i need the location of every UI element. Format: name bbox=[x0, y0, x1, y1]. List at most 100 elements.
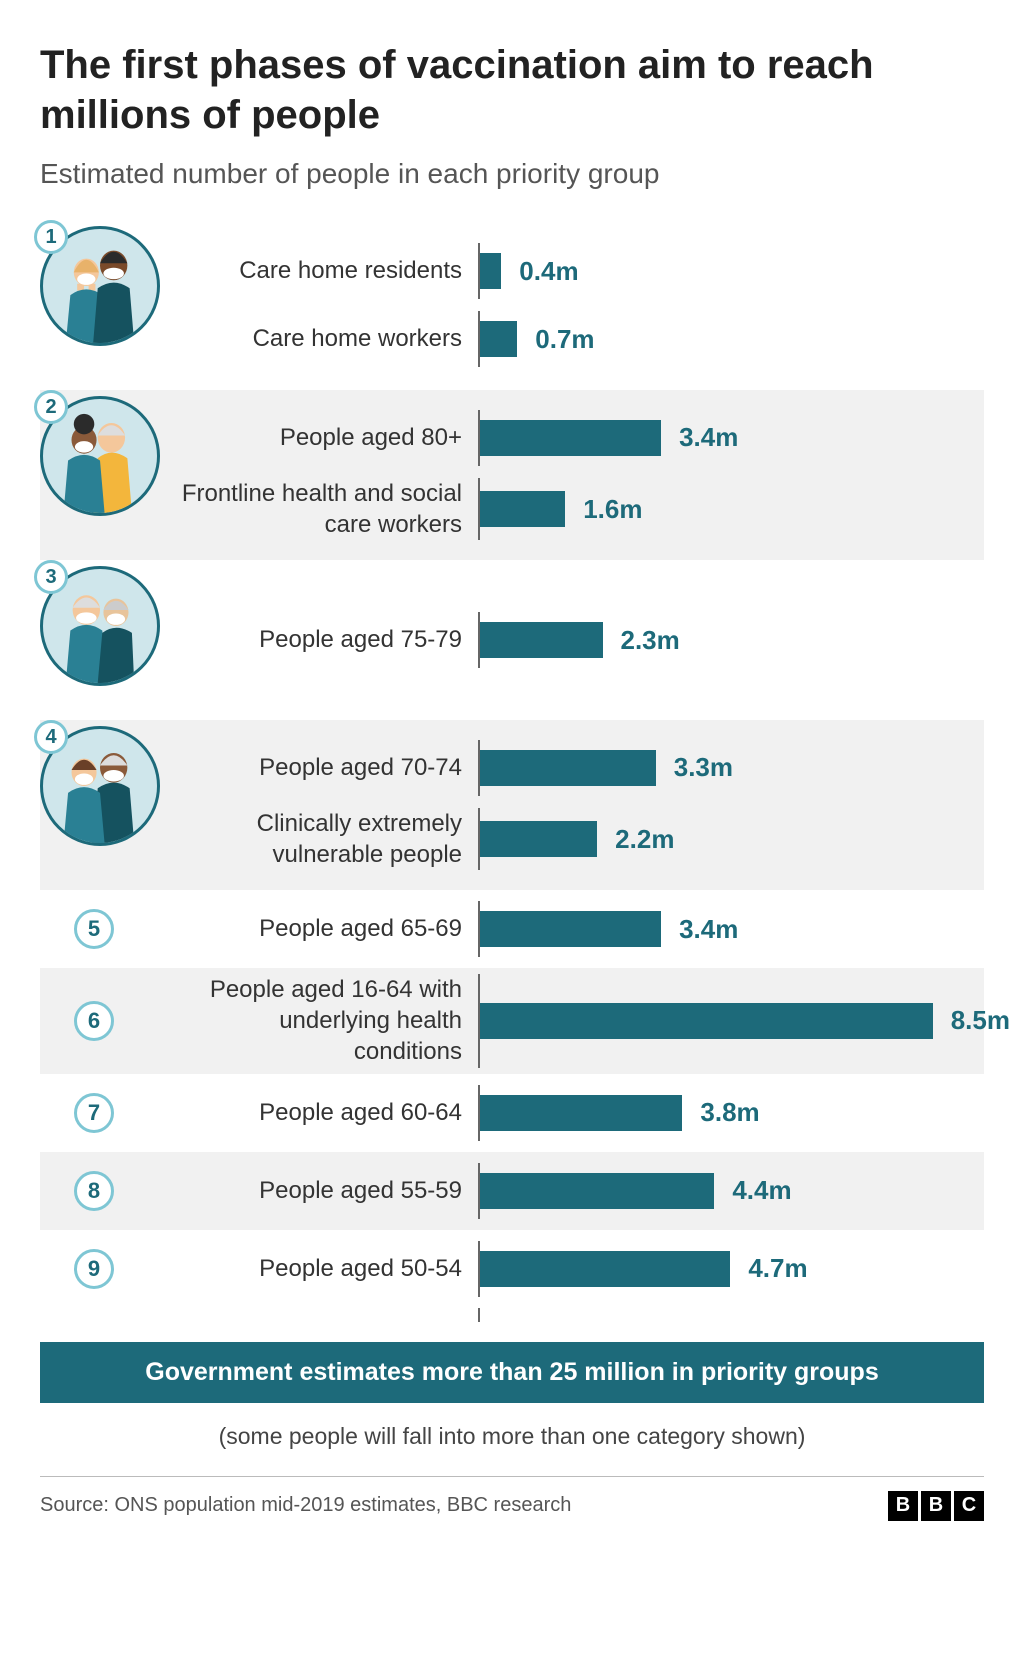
row-label: Clinically extremely vulnerable people bbox=[172, 808, 478, 870]
group-badge-col: 1 bbox=[40, 220, 172, 390]
bar-value: 2.3m bbox=[621, 625, 680, 656]
bar bbox=[480, 1251, 730, 1287]
bar bbox=[480, 253, 501, 289]
row-label: People aged 75-79 bbox=[172, 624, 478, 655]
bar bbox=[480, 622, 603, 658]
group-number-badge: 5 bbox=[74, 909, 114, 949]
group-badge-col: 8 bbox=[40, 1152, 172, 1230]
group-number-badge: 8 bbox=[74, 1171, 114, 1211]
bar bbox=[480, 821, 597, 857]
bar bbox=[480, 1173, 714, 1209]
logo-letter: B bbox=[888, 1491, 918, 1521]
row-label: People aged 65-69 bbox=[172, 913, 478, 944]
data-row: People aged 55-59 4.4m bbox=[172, 1157, 984, 1225]
group-illustration: 2 bbox=[40, 396, 160, 516]
row-label: People aged 80+ bbox=[172, 422, 478, 453]
data-row: People aged 60-64 3.8m bbox=[172, 1079, 984, 1147]
group-rows: People aged 65-69 3.4m bbox=[172, 890, 984, 968]
priority-group-3: 3 People aged 75-79 2.3m bbox=[40, 560, 984, 720]
footer: Source: ONS population mid-2019 estimate… bbox=[40, 1476, 984, 1521]
priority-group-chart: 1Care home residents0.4mCare home worker… bbox=[40, 220, 984, 1308]
chart-title: The first phases of vaccination aim to r… bbox=[40, 40, 984, 140]
row-label: Care home workers bbox=[172, 323, 478, 354]
group-illustration: 3 bbox=[40, 566, 160, 686]
bar-area: 3.4m bbox=[478, 410, 984, 466]
summary-banner: Government estimates more than 25 millio… bbox=[40, 1342, 984, 1403]
bar-value: 3.4m bbox=[679, 914, 738, 945]
bar-area: 4.7m bbox=[478, 1241, 984, 1297]
bar bbox=[480, 750, 656, 786]
logo-letter: B bbox=[921, 1491, 951, 1521]
row-label: People aged 60-64 bbox=[172, 1097, 478, 1128]
bar-area: 3.4m bbox=[478, 901, 984, 957]
bar-area: 8.5m bbox=[478, 974, 1010, 1068]
row-label: People aged 70-74 bbox=[172, 752, 478, 783]
bar-area: 3.8m bbox=[478, 1085, 984, 1141]
bar-value: 1.6m bbox=[583, 494, 642, 525]
group-number-badge: 2 bbox=[34, 390, 68, 424]
row-label: People aged 16-64 with underlying health… bbox=[172, 974, 478, 1068]
row-label: People aged 50-54 bbox=[172, 1253, 478, 1284]
group-illustration: 1 bbox=[40, 226, 160, 346]
row-label: People aged 55-59 bbox=[172, 1175, 478, 1206]
bar-area: 0.7m bbox=[478, 311, 984, 367]
data-row: Clinically extremely vulnerable people2.… bbox=[172, 802, 984, 876]
group-rows: People aged 70-74 3.3m Clinically extremel… bbox=[172, 720, 984, 890]
data-row: Care home residents0.4m bbox=[172, 237, 984, 305]
data-row: Care home workers 0.7m bbox=[172, 305, 984, 373]
priority-group-1: 1Care home residents0.4mCare home worker… bbox=[40, 220, 984, 390]
data-row: Frontline health and social care workers… bbox=[172, 472, 984, 546]
bar-value: 0.7m bbox=[535, 324, 594, 355]
group-badge-col: 3 bbox=[40, 560, 172, 720]
group-rows: People aged 50-54 4.7m bbox=[172, 1230, 984, 1308]
group-badge-col: 7 bbox=[40, 1074, 172, 1152]
bar-area: 4.4m bbox=[478, 1163, 984, 1219]
logo-letter: C bbox=[954, 1491, 984, 1521]
bar-value: 3.3m bbox=[674, 752, 733, 783]
group-badge-col: 9 bbox=[40, 1230, 172, 1308]
bar-value: 4.7m bbox=[748, 1253, 807, 1284]
source-text: Source: ONS population mid-2019 estimate… bbox=[40, 1494, 571, 1517]
data-row: People aged 16-64 with underlying health… bbox=[172, 968, 1010, 1074]
bar-area: 3.3m bbox=[478, 740, 984, 796]
priority-group-4: 4 People aged 70-74 3.3m Clinically extreme… bbox=[40, 720, 984, 890]
group-rows: People aged 80+ 3.4m Frontline health and … bbox=[172, 390, 984, 560]
bar bbox=[480, 1095, 682, 1131]
priority-group-8: 8 People aged 55-59 4.4m bbox=[40, 1152, 984, 1230]
group-number-badge: 7 bbox=[74, 1093, 114, 1133]
group-number-badge: 6 bbox=[74, 1001, 114, 1041]
group-badge-col: 6 bbox=[40, 968, 172, 1074]
axis-tail bbox=[478, 1308, 984, 1322]
bar bbox=[480, 1003, 933, 1039]
group-number-badge: 1 bbox=[34, 220, 68, 254]
bar-area: 2.2m bbox=[478, 808, 984, 870]
row-label: Frontline health and social care workers bbox=[172, 478, 478, 540]
bar-area: 2.3m bbox=[478, 612, 984, 668]
priority-group-7: 7 People aged 60-64 3.8m bbox=[40, 1074, 984, 1152]
data-row: People aged 50-54 4.7m bbox=[172, 1235, 984, 1303]
bar-area: 1.6m bbox=[478, 478, 984, 540]
bar-value: 8.5m bbox=[951, 1005, 1010, 1036]
bar-value: 3.8m bbox=[700, 1097, 759, 1128]
group-number-badge: 3 bbox=[34, 560, 68, 594]
bar bbox=[480, 491, 565, 527]
data-row: People aged 80+ 3.4m bbox=[172, 404, 984, 472]
chart-subtitle: Estimated number of people in each prior… bbox=[40, 158, 984, 190]
bar-value: 4.4m bbox=[732, 1175, 791, 1206]
data-row: People aged 65-69 3.4m bbox=[172, 895, 984, 963]
bar bbox=[480, 321, 517, 357]
bar-area: 0.4m bbox=[478, 243, 984, 299]
bar-value: 3.4m bbox=[679, 422, 738, 453]
priority-group-6: 6 People aged 16-64 with underlying healt… bbox=[40, 968, 984, 1074]
group-number-badge: 9 bbox=[74, 1249, 114, 1289]
group-rows: People aged 75-79 2.3m bbox=[172, 560, 984, 720]
group-rows: People aged 60-64 3.8m bbox=[172, 1074, 984, 1152]
bar-value: 0.4m bbox=[519, 256, 578, 287]
group-number-badge: 4 bbox=[34, 720, 68, 754]
group-illustration: 4 bbox=[40, 726, 160, 846]
group-rows: Care home residents0.4mCare home workers… bbox=[172, 220, 984, 390]
priority-group-2: 2 People aged 80+ 3.4m Frontline health and… bbox=[40, 390, 984, 560]
group-badge-col: 2 bbox=[40, 390, 172, 560]
infographic-container: The first phases of vaccination aim to r… bbox=[0, 0, 1024, 1541]
bar bbox=[480, 420, 661, 456]
